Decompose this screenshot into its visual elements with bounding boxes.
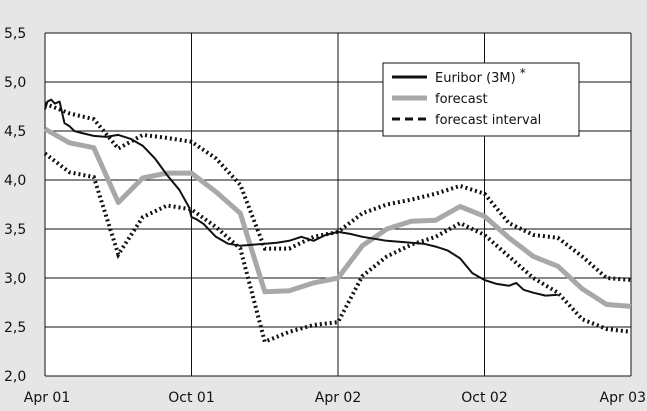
legend: Euribor (3M) * forecast forecast interval (382, 62, 580, 137)
y-tick-label: 2,0 (4, 369, 26, 385)
y-axis-tick-labels: 2,0 2,5 3,0 3,5 4,0 4,5 5,0 5,5 (4, 26, 26, 385)
y-tick-label: 5,5 (4, 26, 26, 42)
y-tick-label: 3,0 (4, 271, 26, 287)
x-axis-tick-labels: Apr 01 Oct 01 Apr 02 Oct 02 Apr 03 (24, 390, 646, 406)
y-tick-label: 4,5 (4, 124, 26, 140)
x-tick-label: Oct 02 (461, 390, 507, 406)
x-tick-label: Apr 01 (24, 390, 70, 406)
legend-label: forecast (435, 92, 488, 107)
forecast-interval-lower-line (43, 151, 632, 345)
legend-label: Euribor (3M) * (435, 66, 526, 86)
x-tick-label: Oct 01 (168, 390, 214, 406)
euribor-line (44, 98, 558, 297)
forecast-interval-upper-line (44, 101, 632, 282)
y-tick-label: 2,5 (4, 320, 26, 336)
forecast-line (43, 126, 632, 309)
legend-label: forecast interval (435, 113, 541, 128)
legend-box (382, 62, 580, 137)
x-tick-label: Apr 02 (315, 390, 361, 406)
series-lines (43, 98, 632, 345)
y-tick-label: 3,5 (4, 222, 26, 238)
x-tick-label: Apr 03 (600, 390, 646, 406)
legend-label-footnote-mark: * (520, 66, 526, 80)
y-tick-label: 4,0 (4, 173, 26, 189)
y-tick-label: 5,0 (4, 75, 26, 91)
